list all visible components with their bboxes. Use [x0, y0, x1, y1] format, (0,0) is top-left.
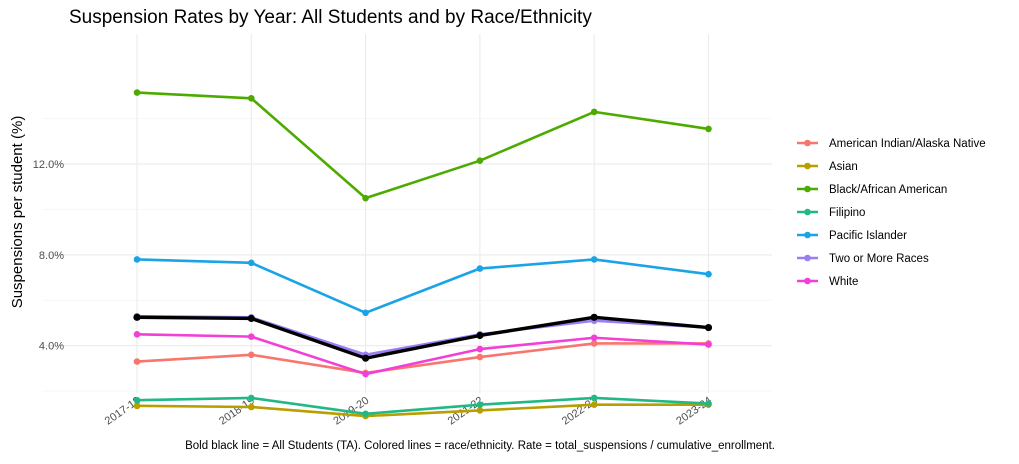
series-point	[248, 94, 255, 102]
series-point	[133, 396, 141, 404]
y-tick-label: 4.0%	[39, 341, 64, 353]
legend-key-point	[804, 208, 811, 216]
legend-label: White	[829, 276, 858, 288]
series-line	[135, 403, 710, 418]
series-point	[705, 341, 712, 348]
series-line	[135, 258, 710, 315]
series-point	[362, 410, 369, 418]
legend-label: Asian	[829, 161, 858, 173]
series-point	[248, 333, 255, 340]
legend-label: Filipino	[829, 207, 865, 219]
legend-key-point	[804, 162, 811, 170]
series-point	[476, 407, 484, 414]
series-point	[590, 394, 598, 402]
overall-point	[590, 313, 598, 321]
legend-key-point	[804, 277, 811, 285]
legend-label: American Indian/Alaska Native	[829, 138, 986, 150]
series-point	[476, 157, 484, 164]
series-point	[248, 351, 255, 359]
series-lines	[133, 89, 713, 420]
series-point	[248, 403, 255, 411]
series-point	[133, 89, 141, 96]
series-point	[133, 256, 141, 263]
overall-point	[476, 331, 484, 340]
series-point	[362, 309, 369, 317]
series-point	[362, 370, 369, 378]
y-axis-label: Suspensions per student (%)	[9, 116, 26, 309]
series-point	[476, 401, 484, 409]
series-point	[248, 394, 255, 402]
series-point	[133, 402, 141, 410]
series-point	[590, 108, 598, 116]
series-point	[476, 345, 484, 353]
y-tick-label: 8.0%	[39, 250, 64, 262]
y-axis-ticks: 4.0% 8.0% 12.0%	[33, 159, 64, 353]
overall-point	[362, 354, 370, 362]
overall-point	[247, 314, 255, 323]
overall-point	[704, 323, 713, 332]
series-line	[135, 333, 710, 376]
series-point	[590, 401, 598, 409]
overall-line	[135, 315, 711, 360]
y-tick-label: 12.0%	[33, 159, 64, 171]
series-point	[476, 265, 484, 272]
legend-label: Black/African American	[829, 184, 947, 196]
series-point	[590, 256, 598, 263]
series-line	[135, 342, 710, 375]
legend-key-point	[804, 185, 811, 193]
legend-key-point	[804, 139, 811, 147]
overall-point	[133, 313, 141, 321]
grid	[42, 34, 772, 393]
series-line	[135, 396, 710, 416]
series-point	[476, 353, 484, 361]
series-point	[362, 194, 369, 202]
series-point	[133, 331, 141, 338]
chart-caption: Bold black line = All Students (TA). Col…	[185, 440, 775, 452]
series-point	[133, 358, 141, 365]
series-point	[248, 259, 255, 267]
legend: American Indian/Alaska Native Asian Black/…	[797, 138, 986, 288]
series-point	[705, 400, 712, 407]
x-tick-label: 2023-24	[674, 395, 714, 428]
legend-key-point	[804, 254, 811, 262]
legend-label: Pacific Islander	[829, 230, 907, 242]
series-point	[705, 270, 712, 278]
legend-label: Two or More Races	[829, 253, 929, 265]
legend-key-point	[804, 231, 811, 239]
series-line	[135, 91, 710, 200]
series-point	[590, 340, 598, 347]
series-point	[705, 125, 712, 133]
series-point	[590, 334, 598, 342]
chart-title: Suspension Rates by Year: All Students a…	[69, 7, 592, 28]
